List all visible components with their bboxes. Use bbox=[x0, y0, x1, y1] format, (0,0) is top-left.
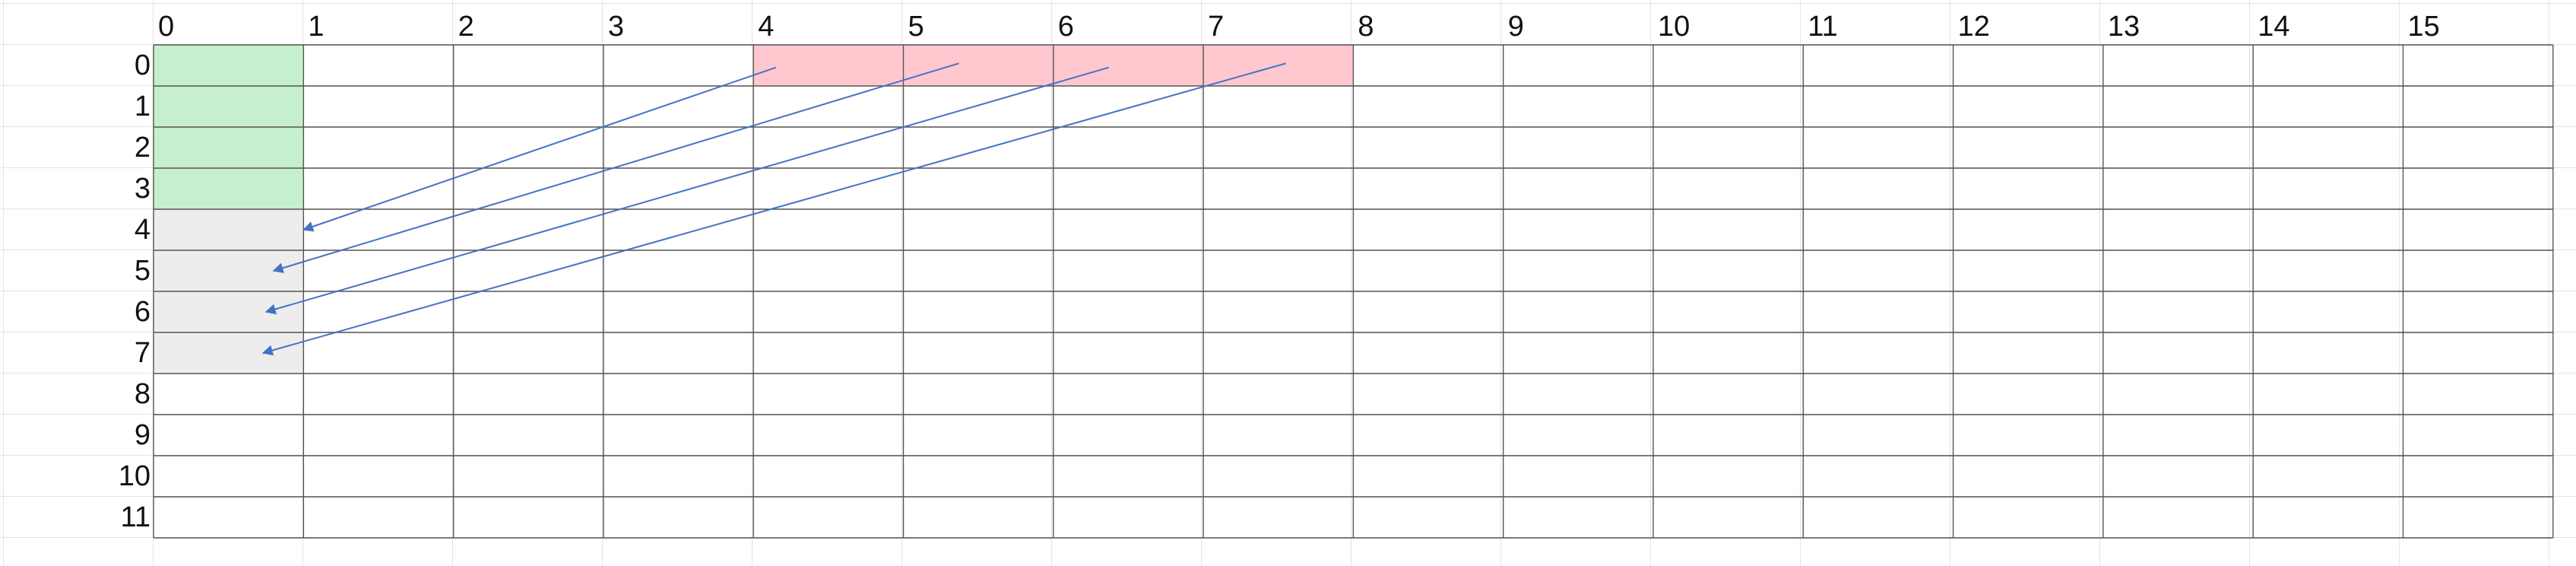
column-label: 0 bbox=[158, 11, 175, 43]
grid-lines bbox=[153, 44, 2554, 539]
pink-block-cell bbox=[1053, 45, 1204, 86]
green-block-cell bbox=[154, 127, 304, 168]
row-label: 8 bbox=[134, 378, 151, 410]
row-label: 5 bbox=[134, 255, 151, 287]
mapping-arrows bbox=[261, 62, 1286, 356]
column-label: 3 bbox=[607, 11, 625, 43]
mapping-arrow bbox=[272, 62, 959, 274]
row-label: 3 bbox=[134, 173, 151, 205]
column-label: 6 bbox=[1057, 11, 1074, 43]
green-block-cell bbox=[154, 86, 304, 127]
row-label: 2 bbox=[134, 132, 151, 164]
column-label: 13 bbox=[2107, 11, 2140, 43]
column-label: 1 bbox=[308, 11, 325, 43]
mapping-arrow bbox=[261, 62, 1286, 356]
column-label: 12 bbox=[1957, 11, 1990, 43]
green-block-cell bbox=[154, 45, 304, 86]
row-label: 7 bbox=[134, 337, 151, 369]
pink-block-cell bbox=[903, 45, 1054, 86]
gray-block-cell bbox=[154, 291, 304, 332]
mapping-arrow bbox=[265, 66, 1110, 315]
column-label: 2 bbox=[458, 11, 474, 43]
row-label: 0 bbox=[134, 49, 151, 81]
row-label: 11 bbox=[120, 501, 151, 533]
row-label: 1 bbox=[134, 91, 151, 122]
column-label: 4 bbox=[758, 11, 775, 43]
mapping-arrow bbox=[302, 66, 777, 232]
column-label: 5 bbox=[908, 11, 924, 43]
column-label: 11 bbox=[1808, 11, 1838, 43]
row-label: 9 bbox=[134, 419, 151, 451]
column-label: 7 bbox=[1208, 11, 1225, 43]
green-block-cell bbox=[154, 168, 304, 209]
column-label: 8 bbox=[1358, 11, 1374, 43]
gray-block-cell bbox=[154, 209, 304, 250]
gray-block-cell bbox=[154, 332, 304, 374]
row-label: 6 bbox=[134, 296, 151, 328]
row-label: 10 bbox=[118, 460, 151, 492]
column-label: 14 bbox=[2258, 11, 2290, 43]
row-label: 4 bbox=[134, 214, 151, 246]
column-label: 10 bbox=[1658, 11, 1690, 43]
column-label: 15 bbox=[2407, 11, 2440, 43]
column-label: 9 bbox=[1507, 11, 1524, 43]
pink-block-cell bbox=[753, 45, 904, 86]
